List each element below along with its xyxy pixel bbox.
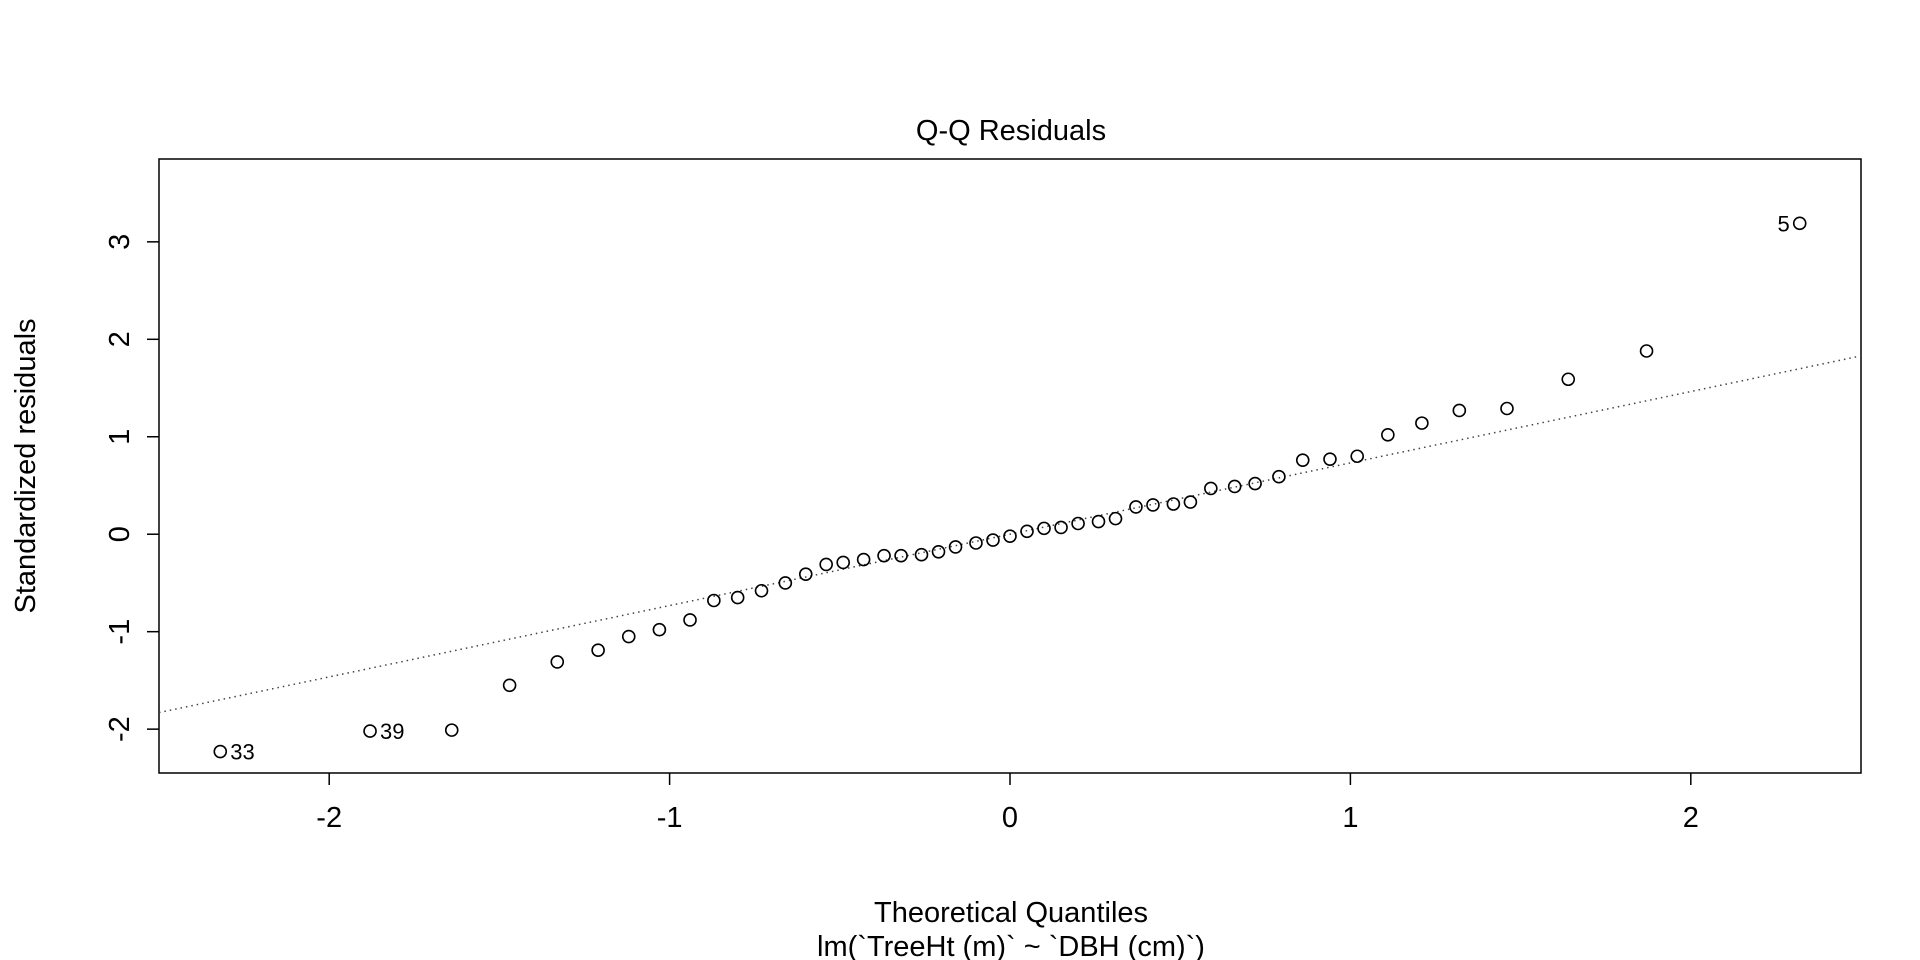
data-point [894, 548, 908, 563]
data-point [550, 655, 565, 669]
data-point [1166, 497, 1181, 511]
data-point [1227, 479, 1242, 494]
y-tick-label: 3 [104, 234, 136, 250]
data-point [1381, 428, 1395, 442]
chart-title: Q-Q Residuals [916, 115, 1106, 147]
data-point [1452, 403, 1467, 418]
reference-line-layer [158, 355, 1862, 714]
y-tick-label: -2 [104, 716, 136, 742]
x-axis-label: Theoretical Quantiles [874, 897, 1148, 929]
data-point [1091, 514, 1106, 529]
data-point [969, 536, 983, 550]
point-labels-layer: 33 39 5 [230, 211, 1789, 764]
data-point [1020, 524, 1034, 539]
y-tick-label: -1 [104, 619, 136, 645]
qq-reference-line [158, 355, 1862, 714]
data-point [986, 533, 1000, 547]
data-point [798, 567, 813, 581]
data-point [444, 723, 459, 737]
data-point [856, 552, 871, 567]
y-axis: -2 -1 0 1 2 3 [104, 234, 159, 742]
data-point [1003, 529, 1017, 543]
data-point [1561, 372, 1576, 387]
data-point [931, 544, 946, 559]
y-axis-label: Standardized residuals [10, 318, 42, 613]
data-point [1323, 452, 1337, 466]
data-point [1295, 453, 1310, 467]
y-tick-label: 2 [104, 331, 136, 347]
data-point [948, 540, 963, 554]
data-point [754, 583, 769, 598]
data-point [730, 590, 745, 605]
chart-subtitle: lm(`TreeHt (m)` ~ `DBH (cm)`) [817, 931, 1205, 960]
data-point [819, 557, 833, 572]
plot-frame [158, 158, 1862, 774]
data-point [1500, 401, 1514, 416]
point-label: 39 [380, 719, 404, 744]
data-point [1415, 416, 1429, 430]
data-point [1248, 476, 1262, 491]
data-point [778, 576, 793, 590]
x-tick-label: 1 [1342, 802, 1358, 834]
x-tick-label: -1 [657, 802, 683, 834]
data-point [1129, 500, 1143, 514]
data-point [1272, 469, 1286, 484]
data-point [1792, 216, 1807, 231]
data-point [1071, 516, 1085, 531]
data-point [652, 622, 667, 637]
data-point [914, 547, 929, 562]
data-point [683, 613, 697, 627]
data-point [1146, 498, 1160, 512]
x-tick-label: 2 [1683, 802, 1699, 834]
data-point [591, 643, 605, 658]
data-point [836, 555, 851, 570]
data-point [1108, 511, 1123, 526]
data-point [1350, 449, 1365, 464]
x-tick-label: -2 [316, 802, 342, 834]
data-point [213, 744, 228, 759]
data-point [1054, 520, 1068, 535]
y-tick-label: 1 [104, 429, 136, 445]
data-point [1639, 344, 1654, 358]
x-axis: -2 -1 0 1 2 [316, 773, 1699, 834]
data-point [1204, 481, 1218, 496]
x-tick-label: 0 [1002, 802, 1018, 834]
data-point [877, 548, 891, 563]
data-point [621, 629, 636, 644]
data-point [707, 593, 721, 608]
y-tick-label: 0 [104, 526, 136, 542]
data-point [363, 724, 377, 738]
data-point [502, 678, 517, 693]
point-label: 33 [230, 740, 254, 765]
points-layer [213, 216, 1807, 759]
data-point [1037, 521, 1051, 536]
point-label: 5 [1777, 211, 1789, 236]
data-point [1183, 495, 1198, 509]
